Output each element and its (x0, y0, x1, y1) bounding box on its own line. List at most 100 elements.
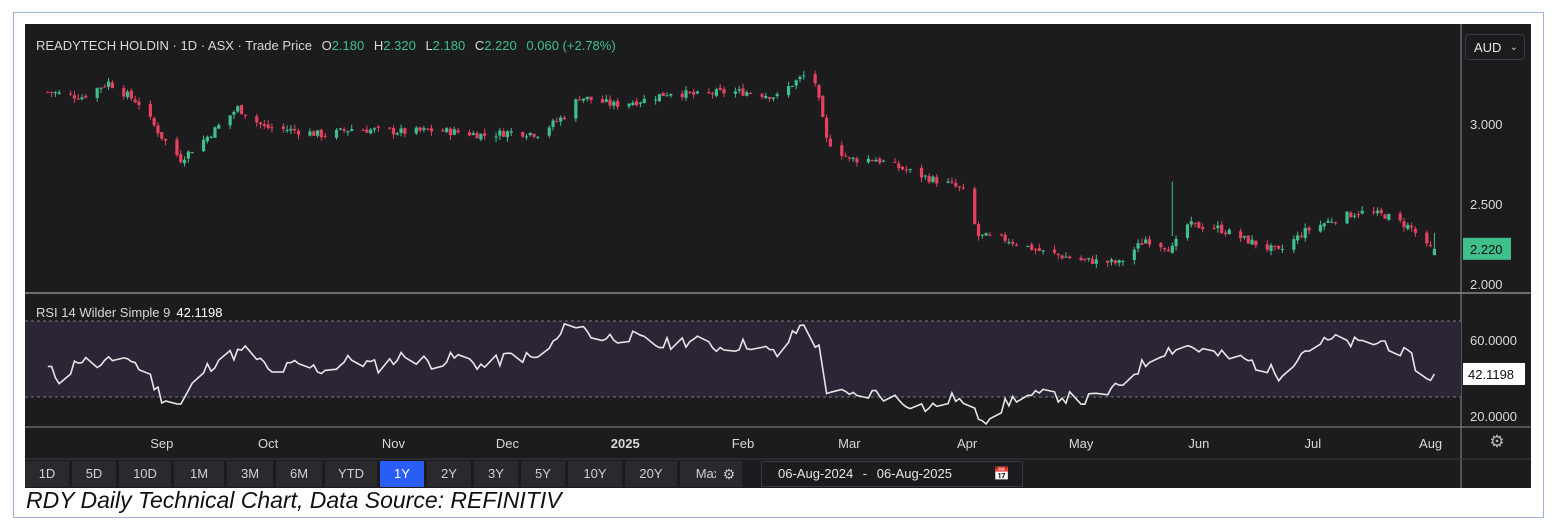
candle-down (760, 94, 764, 97)
candle-up (334, 129, 339, 138)
candle-up (695, 91, 700, 94)
range-button-1y[interactable]: 1Y (380, 461, 424, 487)
candle-down (270, 127, 274, 129)
candle-up (1174, 238, 1178, 247)
candle-up (524, 136, 529, 138)
rsi-label: RSI 14 Wilder Simple 9 (36, 305, 171, 320)
legend-high-value: 2.320 (383, 38, 416, 53)
candle-up (205, 136, 209, 142)
candle-up (236, 106, 240, 112)
candle-up (604, 99, 608, 102)
candle-up (631, 102, 635, 105)
candle-down (258, 122, 263, 125)
candle-down (1265, 244, 1269, 250)
candle-up (1322, 223, 1326, 227)
range-button-6m[interactable]: 6M (276, 461, 322, 487)
range-button-3m[interactable]: 3M (227, 461, 273, 487)
candle-up (657, 94, 662, 102)
candle-down (502, 131, 506, 137)
range-button-ytd[interactable]: YTD (325, 461, 377, 487)
candle-up (445, 128, 449, 132)
candle-up (714, 89, 719, 96)
candle-down (1033, 249, 1038, 251)
candle-down (1372, 211, 1376, 213)
candle-down (426, 128, 430, 130)
candle-up (627, 103, 631, 107)
range-button-1d[interactable]: 1D (25, 461, 69, 487)
candle-down (1239, 231, 1243, 239)
time-axis-label: Nov (382, 436, 406, 451)
settings-icon[interactable]: ⚙ (1489, 432, 1505, 451)
range-button-2y[interactable]: 2Y (427, 461, 471, 487)
candle-up (498, 130, 502, 136)
candle-up (1345, 211, 1349, 224)
candle-down (342, 129, 346, 131)
candle-up (1136, 243, 1140, 249)
currency-select[interactable]: AUD ⌄ (1465, 34, 1525, 60)
candle-down (821, 96, 825, 117)
range-button-20y[interactable]: 20Y (625, 461, 677, 487)
candle-down (1254, 240, 1258, 246)
candle-down (365, 129, 369, 133)
candle-down (711, 93, 715, 95)
candle-down (957, 186, 962, 188)
candle-up (764, 96, 768, 99)
candle-down (1090, 258, 1095, 264)
candle-up (106, 81, 111, 87)
candle-down (1166, 249, 1171, 252)
price-legend: READYTECH HOLDIN · 1D · ASX · Trade Pric… (36, 38, 616, 53)
candle-up (612, 101, 616, 106)
candle-down (239, 105, 244, 115)
candle-down (46, 91, 50, 93)
candle-up (186, 151, 190, 159)
candle-down (578, 99, 582, 101)
candle-down (1140, 243, 1144, 245)
range-button-10y[interactable]: 10Y (568, 461, 622, 487)
candle-up (980, 234, 984, 236)
candle-up (213, 127, 217, 138)
candle-up (775, 94, 779, 97)
candle-up (209, 136, 213, 138)
candle-down (718, 87, 722, 90)
candle-down (376, 126, 380, 128)
candle-up (228, 115, 232, 126)
range-button-5y[interactable]: 5Y (521, 461, 565, 487)
candle-down (1425, 232, 1429, 244)
candle-down (1246, 235, 1250, 244)
candle-down (1079, 257, 1083, 261)
candle-down (361, 130, 365, 132)
candle-down (103, 86, 107, 88)
candle-down (1083, 258, 1087, 260)
gear-icon[interactable]: ⚙ (716, 461, 742, 487)
candle-down (608, 99, 612, 106)
date-to: 06-Aug-2025 (876, 466, 952, 481)
candle-down (1223, 232, 1228, 235)
range-button-3y[interactable]: 3Y (474, 461, 518, 487)
candle-up (1109, 259, 1114, 262)
date-range-picker[interactable]: 06-Aug-2024 - 06-Aug-2025 📅 (761, 461, 1023, 487)
candle-down (1201, 227, 1205, 230)
candle-up (1170, 245, 1174, 253)
candle-down (448, 128, 453, 136)
candle-down (1037, 248, 1041, 251)
last-price-tag (1463, 237, 1511, 260)
candle-up (99, 87, 103, 89)
range-button-10d[interactable]: 10D (119, 461, 171, 487)
candle-down (707, 92, 711, 94)
candle-up (95, 88, 99, 98)
last-price-label: 2.220 (1470, 242, 1503, 257)
candle-down (616, 100, 620, 107)
range-button-5d[interactable]: 5D (72, 461, 116, 487)
candle-up (1250, 239, 1254, 245)
candle-up (1041, 250, 1045, 252)
candle-up (1269, 245, 1273, 251)
calendar-icon[interactable]: 📅 (993, 466, 1010, 481)
candle-down (391, 127, 396, 135)
candle-up (80, 97, 84, 100)
candle-down (824, 117, 829, 138)
legend-close-label: C (474, 38, 485, 53)
candle-up (574, 99, 578, 119)
candle-down (1277, 245, 1281, 249)
candle-down (935, 177, 939, 184)
range-button-1m[interactable]: 1M (174, 461, 224, 487)
